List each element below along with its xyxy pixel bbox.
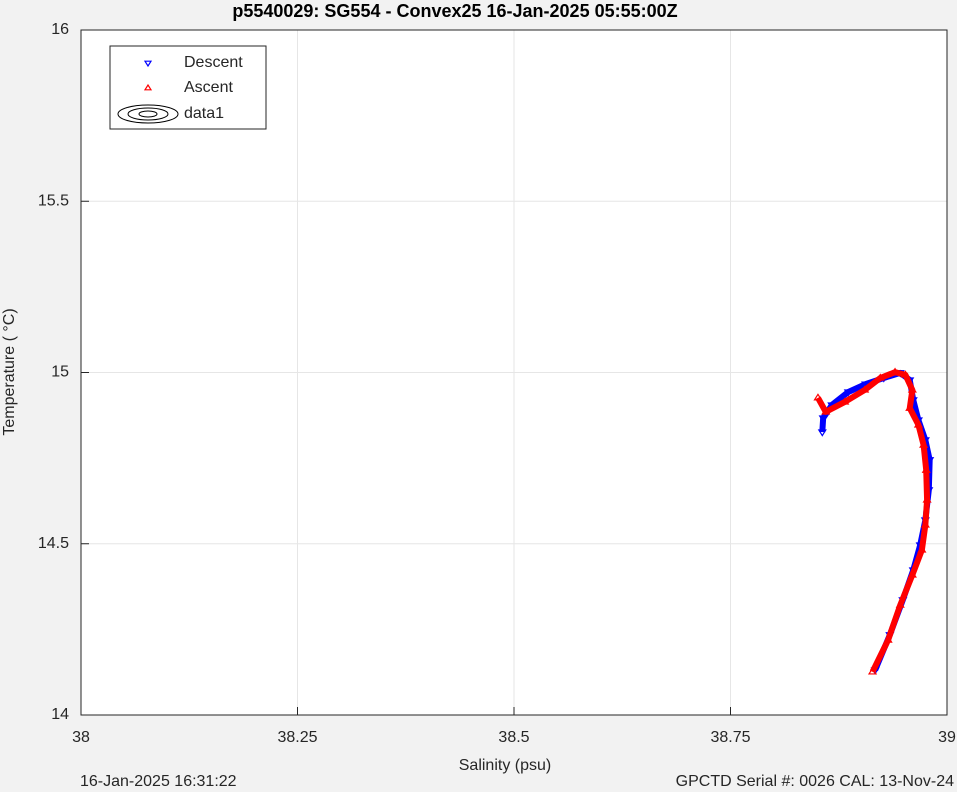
x-axis-label: Salinity (psu) (459, 757, 551, 774)
y-tick-label: 15 (51, 364, 69, 381)
legend-label: Descent (184, 54, 243, 71)
legend: Descent Ascent data1 (109, 45, 267, 130)
point (890, 367, 900, 375)
point (907, 385, 917, 393)
x-tick-label: 38 (72, 729, 90, 746)
point (907, 570, 917, 578)
point (921, 465, 931, 473)
point (818, 415, 828, 423)
contour-icon (127, 107, 169, 121)
series-trace (815, 369, 931, 674)
legend-marker (143, 60, 153, 68)
point (860, 385, 870, 393)
point (922, 495, 932, 503)
point (867, 667, 878, 675)
point (913, 420, 924, 428)
point (875, 373, 885, 381)
x-tick-label: 39 (938, 729, 956, 746)
point (813, 393, 823, 401)
y-tick-label: 16 (51, 21, 69, 38)
point (883, 635, 893, 643)
point (817, 429, 827, 437)
legend-label: data1 (184, 105, 224, 122)
footer-right: GPCTD Serial #: 0026 CAL: 13-Nov-24 (676, 773, 954, 790)
y-tick-label: 15.5 (38, 192, 69, 209)
legend-box (109, 45, 267, 130)
chart-title: p5540029: SG554 - Convex25 16-Jan-2025 0… (232, 1, 677, 21)
x-tick-label: 38.5 (498, 729, 529, 746)
y-axis-label: Temperature ( °C) (1, 308, 18, 435)
marks (813, 367, 935, 675)
plot-frame (80, 29, 948, 716)
point (900, 370, 911, 378)
point (843, 389, 853, 397)
point (905, 403, 915, 411)
legend-marker (143, 83, 153, 91)
y-tick-label: 14.5 (38, 535, 69, 552)
point (917, 545, 927, 553)
point (895, 600, 905, 608)
y-tick-label: 14 (51, 706, 69, 723)
point (920, 520, 930, 528)
legend-items: Descent Ascent (143, 54, 243, 96)
x-tick-label: 38.25 (277, 729, 317, 746)
x-tick-label: 38.75 (710, 729, 750, 746)
footer-left: 16-Jan-2025 16:31:22 (80, 773, 237, 790)
legend-label: Ascent (184, 79, 233, 96)
point (821, 407, 831, 415)
contour-icon (117, 104, 179, 124)
contour-icon (138, 110, 158, 118)
point (840, 397, 850, 405)
point (919, 440, 929, 448)
